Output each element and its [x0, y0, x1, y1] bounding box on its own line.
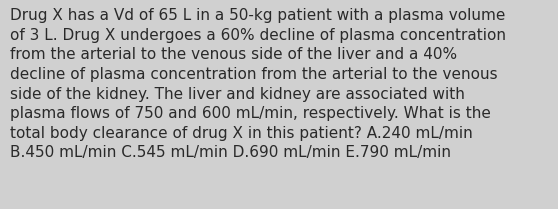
Text: Drug X has a Vd of 65 L in a 50-kg patient with a plasma volume
of 3 L. Drug X u: Drug X has a Vd of 65 L in a 50-kg patie… [10, 8, 506, 160]
